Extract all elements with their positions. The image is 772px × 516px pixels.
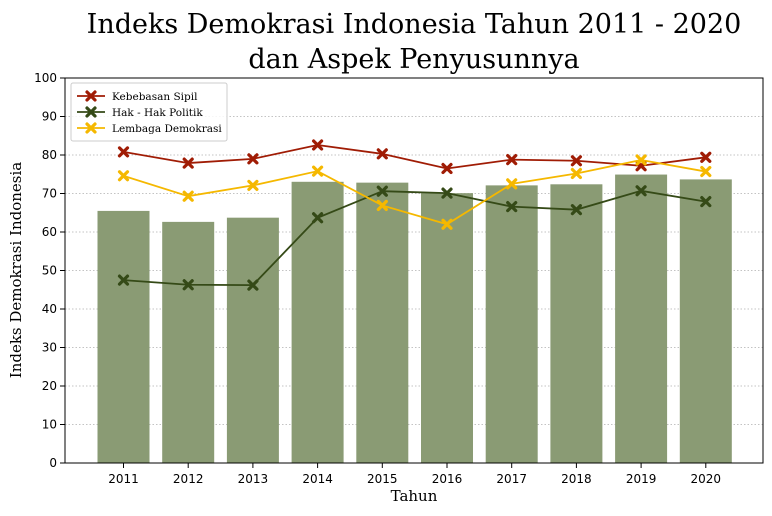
series-point (506, 178, 518, 190)
x-axis-label: Tahun (391, 487, 438, 505)
series-point (376, 148, 388, 160)
legend-label: Kebebasan Sipil (112, 91, 198, 103)
x-tick-label: 2015 (367, 472, 398, 486)
legend-swatch-marker (85, 90, 97, 102)
x-tick-label: 2011 (108, 472, 139, 486)
chart-title-line1: Indeks Demokrasi Indonesia Tahun 2011 - … (87, 9, 742, 40)
legend-box (70, 82, 228, 142)
series-point (117, 146, 130, 158)
x-tick-label: 2013 (238, 472, 269, 486)
x-tick-label: 2012 (173, 472, 204, 486)
series-point (376, 185, 388, 197)
bar-2019 (615, 174, 668, 464)
x-tick-label: 2018 (561, 472, 592, 486)
legend-label: Lembaga Demokrasi (112, 123, 222, 135)
y-tick-label: 100 (34, 71, 57, 85)
bar-2017 (485, 185, 538, 463)
y-axis-label: Indeks Demokrasi Indonesia (7, 162, 25, 378)
x-axis: 2011 2012 2013 2014 2015 2016 2017 2018 2019 2020 (108, 463, 721, 486)
series-point (312, 139, 324, 151)
x-tick-label: 2019 (626, 472, 657, 486)
legend-item-lembaga-demokrasi: Lembaga Demokrasi (77, 122, 222, 135)
series-point (247, 279, 259, 291)
legend: Kebebasan Sipil Hak - Hak Politik Lembaga … (70, 82, 228, 142)
series-point (117, 170, 130, 182)
y-tick-label: 20 (42, 379, 57, 393)
bar-2020 (679, 179, 732, 463)
series-hak-hak-politik (117, 185, 712, 291)
y-tick-label: 80 (42, 148, 57, 162)
series-point (506, 200, 518, 213)
series-point (635, 185, 647, 197)
series-point (182, 190, 194, 202)
y-tick-label: 40 (42, 302, 57, 316)
series-line (123, 189, 706, 287)
legend-label: Hak - Hak Politik (112, 107, 203, 119)
series-point (441, 187, 453, 199)
x-tick-label: 2020 (691, 472, 722, 486)
chart-title-line2: dan Aspek Penyusunnya (248, 44, 579, 75)
series-point (635, 154, 647, 166)
y-tick-label: 30 (42, 341, 57, 355)
bar-2013 (226, 217, 279, 463)
series-point (182, 157, 194, 169)
series-point (312, 212, 324, 224)
series-point (506, 154, 518, 166)
series-point (570, 167, 582, 180)
series-point (247, 153, 259, 165)
x-tick-label: 2016 (432, 472, 463, 486)
legend-swatch-marker (85, 122, 97, 134)
y-tick-label: 90 (42, 110, 57, 124)
bar-2018 (550, 184, 603, 463)
y-tick-label: 50 (42, 264, 57, 278)
series-point (247, 179, 259, 192)
series-point (441, 162, 453, 175)
series-point (570, 204, 582, 216)
series-point (570, 155, 582, 167)
bar-2011 (97, 210, 150, 463)
legend-swatch-marker (85, 106, 97, 118)
series-point (117, 274, 130, 286)
bar-2015 (356, 182, 409, 463)
series-point (312, 165, 324, 177)
y-tick-label: 70 (42, 187, 57, 201)
bar-2016 (421, 193, 473, 463)
series-lines (117, 139, 712, 291)
series-line (123, 144, 706, 170)
series-lembaga-demokrasi (117, 154, 712, 230)
series-point (376, 199, 388, 212)
bars (97, 174, 732, 464)
bar-2012 (162, 221, 215, 463)
y-axis: 0 10 20 30 40 50 60 70 80 90 100 (34, 71, 65, 470)
series-line (123, 159, 706, 226)
x-tick-label: 2014 (302, 472, 333, 486)
series-point (700, 195, 712, 208)
x-tick-label: 2017 (496, 472, 527, 486)
series-point (441, 218, 453, 230)
series-kebebasan-sipil (117, 139, 712, 175)
y-tick-label: 10 (42, 418, 57, 432)
series-point (700, 165, 712, 178)
legend-item-kebebasan-sipil: Kebebasan Sipil (77, 90, 198, 103)
y-tick-label: 60 (42, 225, 57, 239)
y-tick-label: 0 (49, 456, 57, 470)
bar-2014 (291, 181, 344, 463)
legend-item-hak-hak-politik: Hak - Hak Politik (77, 106, 203, 119)
series-point (700, 151, 712, 163)
series-point (182, 279, 194, 291)
